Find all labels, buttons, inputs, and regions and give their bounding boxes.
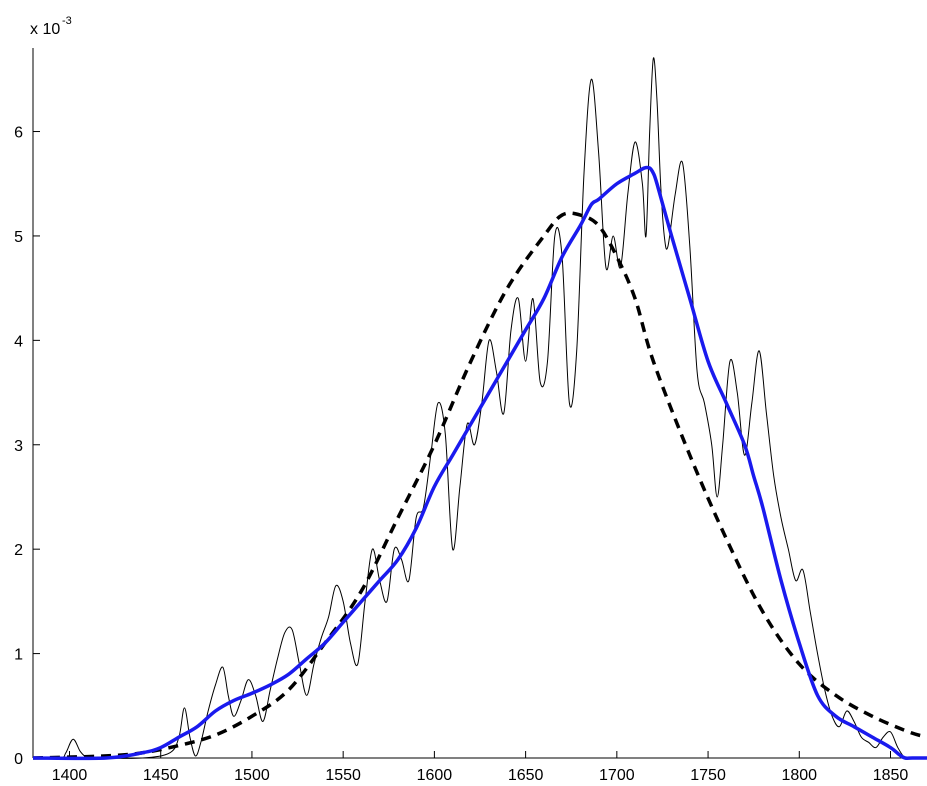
series-layer — [32, 57, 927, 761]
x-tick-label: 1800 — [781, 767, 817, 784]
series-line-thick-solid — [32, 165, 927, 761]
x-tick-label: 1850 — [873, 767, 909, 784]
y-exponent-label: x 10 -3 — [30, 15, 72, 38]
x-tick-label: 1750 — [690, 767, 726, 784]
x-tick-label: 1600 — [417, 767, 453, 784]
ticks: 1400 1450 1500 1550 1600 1650 1700 1750 1800 1850… — [14, 125, 908, 784]
y-tick-label: 5 — [14, 229, 23, 246]
y-tick-label: 0 — [14, 751, 23, 768]
y-exponent-base: x 10 — [30, 21, 60, 38]
y-tick-label: 2 — [14, 542, 23, 559]
series-line-thin-solid — [32, 57, 927, 760]
x-tick-label: 1650 — [508, 767, 544, 784]
x-tick-label: 1500 — [234, 767, 270, 784]
y-tick-label: 1 — [14, 647, 23, 664]
x-tick-label: 1450 — [143, 767, 179, 784]
y-tick-label: 6 — [14, 125, 23, 142]
x-tick-label: 1400 — [52, 767, 88, 784]
series-line-thick-dashed — [32, 211, 927, 760]
y-exponent-power: -3 — [62, 15, 72, 27]
axes — [32, 48, 927, 759]
x-tick-label: 1700 — [599, 767, 635, 784]
y-tick-label: 4 — [14, 333, 23, 350]
y-tick-label: 3 — [14, 438, 23, 455]
x-tick-label: 1550 — [325, 767, 361, 784]
